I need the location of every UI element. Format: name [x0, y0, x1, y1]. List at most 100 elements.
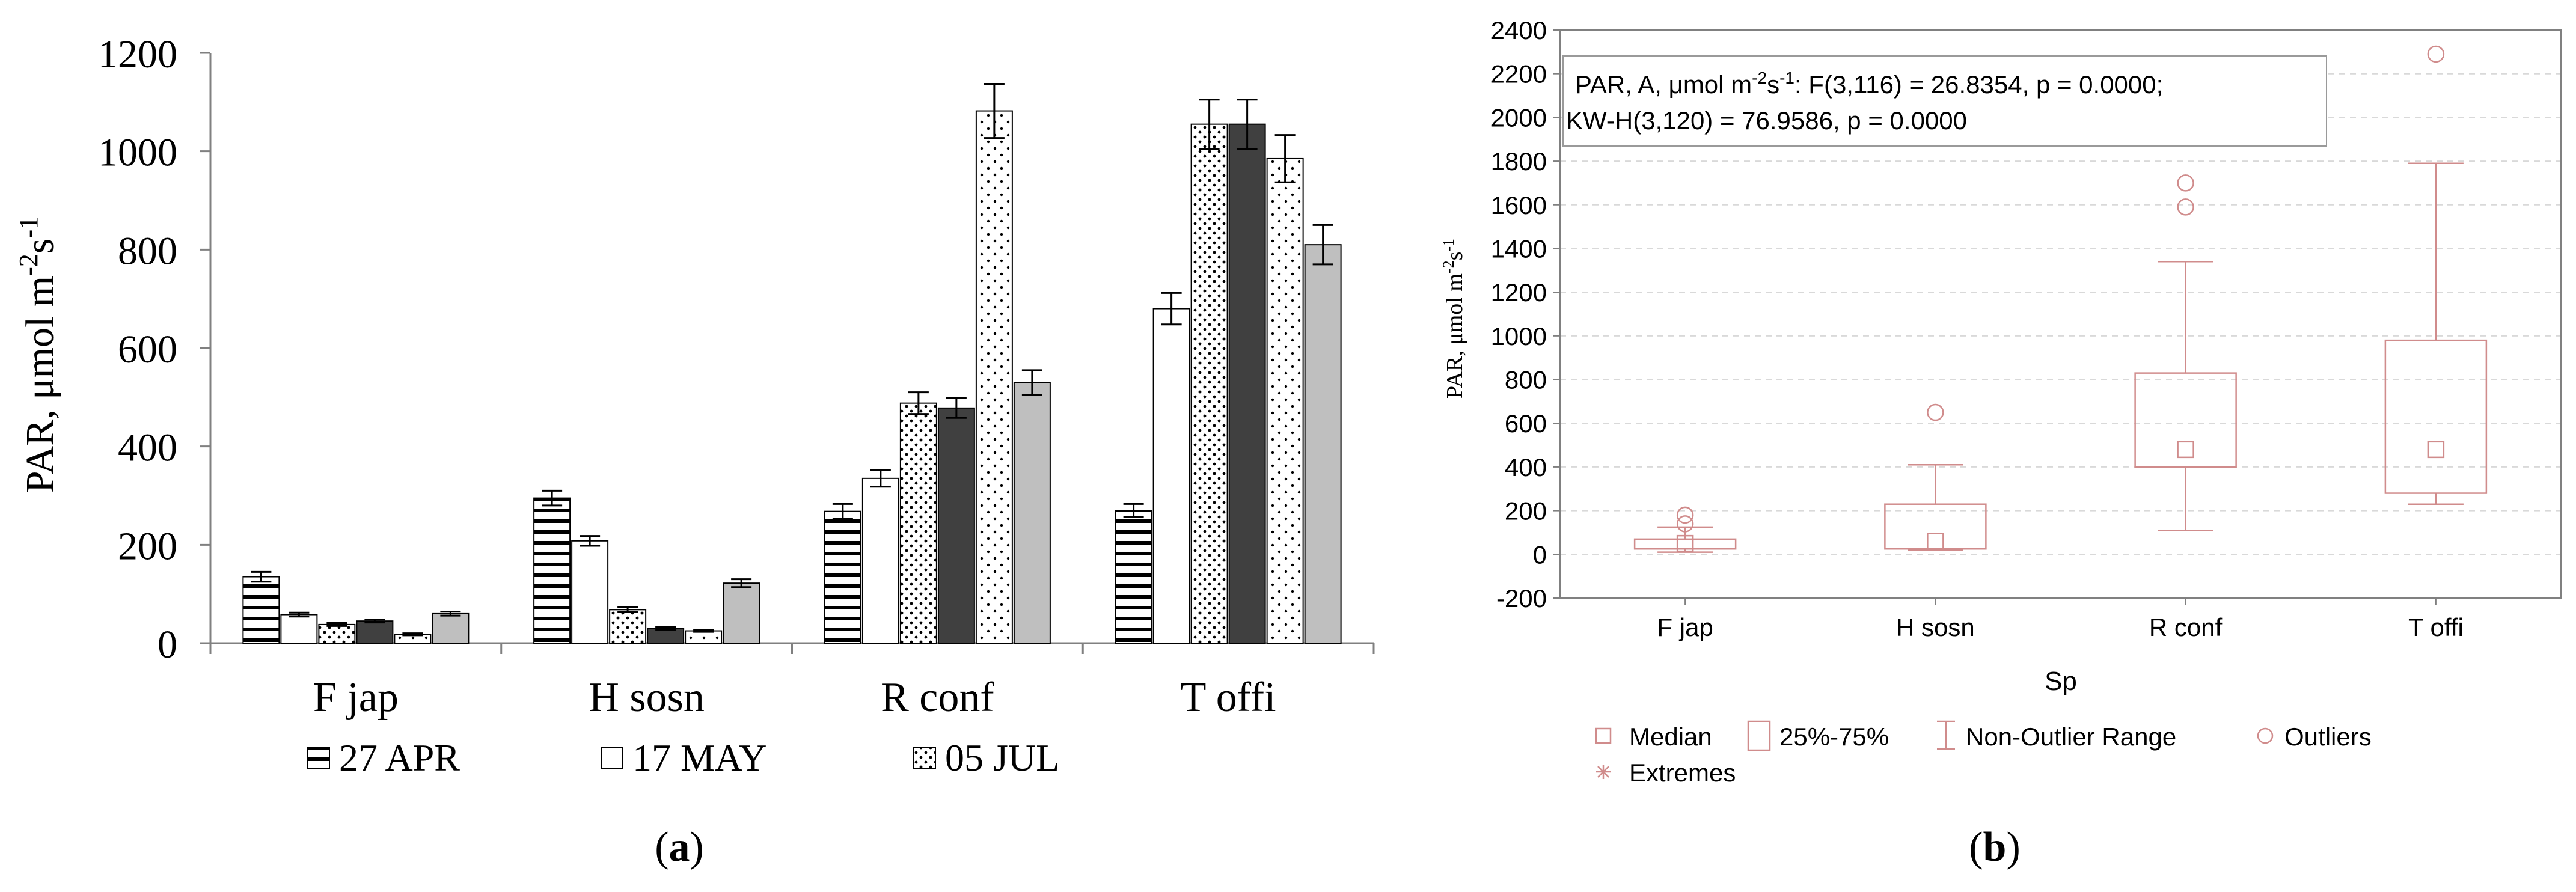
a-legend: 27 APR 17 MAY 05 JUL [307, 736, 1059, 779]
b-ylabel-mid: s [1442, 252, 1467, 261]
b-y-tick-label: 1600 [1491, 191, 1547, 219]
b-y-axis-ticks: -200 0 200 400 600 800 1000 1200 1400 1600 1800 200… [1491, 16, 2437, 612]
b-outlier-point [2177, 198, 2194, 216]
a-bar [242, 576, 280, 644]
b-y-tick-label: 2000 [1491, 103, 1547, 132]
b-y-axis-label: PAR, μmol m-2s-1 [1440, 239, 1467, 399]
a-bar [975, 110, 1013, 644]
a-bar [432, 612, 470, 644]
b-y-tick-label: -200 [1496, 584, 1547, 612]
b-title-box [1562, 55, 2327, 147]
b-x-tick-label: T offi [2408, 613, 2464, 641]
b-legend-box-icon [1747, 720, 1771, 751]
a-ylabel-sup1: -2 [14, 254, 43, 276]
a-legend-label: 05 JUL [945, 736, 1059, 779]
b-ylabel-sup1: -2 [1440, 260, 1457, 273]
b-outlier-point [1927, 403, 1944, 421]
b-title-stats: : F(3,116) = 26.8354, p = 0.0000; [1794, 70, 2163, 99]
a-x-tick-labels: F jap H sosn R conf T offi [313, 674, 1276, 721]
a-ylabel-main: PAR, μmol m [18, 276, 62, 493]
a-bar [533, 497, 571, 644]
b-ylabel-sup2: -1 [1440, 239, 1457, 252]
a-bar [609, 609, 647, 644]
b-x-tick-label: F jap [1657, 613, 1713, 641]
a-y-tick-label: 400 [118, 426, 177, 470]
b-title-line1: PAR, A, μmol m-2s-1: F(3,116) = 26.8354,… [1575, 69, 2163, 99]
a-legend-label: 27 APR [339, 736, 460, 779]
b-legend-label: Extremes [1629, 759, 1736, 787]
b-y-tick-label: 1200 [1491, 278, 1547, 307]
a-bar [571, 540, 609, 644]
b-panel-label: (b) [1969, 824, 2021, 870]
a-bar [824, 510, 861, 644]
a-bars [242, 83, 1342, 644]
b-y-tick-label: 0 [1533, 540, 1547, 569]
b-x-axis-label: Sp [2045, 667, 2077, 696]
b-outlier-point [1676, 515, 1694, 533]
a-bar [356, 620, 394, 644]
a-y-axis-ticks: 0 200 400 600 800 1000 1200 [98, 32, 1375, 667]
a-y-axis-label: PAR, μmol m-2s-1 [14, 216, 62, 493]
b-box-iqr [2134, 372, 2237, 468]
a-bar [1304, 244, 1342, 644]
b-y-tick-label: 400 [1505, 453, 1547, 481]
b-title-sup1: -2 [1752, 69, 1767, 87]
b-plot-frame [1559, 29, 2562, 599]
b-median-marker [2177, 441, 2194, 459]
b-box-iqr [1633, 538, 1737, 550]
b-box-iqr [2384, 339, 2488, 494]
b-gridlines [1560, 73, 2561, 555]
a-y-tick-label: 800 [118, 229, 177, 273]
a-bar [280, 614, 318, 644]
a-bar [899, 402, 937, 644]
a-bar [1266, 157, 1304, 644]
a-x-tick-label: H sosn [589, 674, 705, 721]
b-y-tick-label: 1000 [1491, 322, 1547, 350]
b-x-tick-label: R conf [2149, 613, 2223, 641]
a-legend-swatch [913, 747, 936, 769]
a-bar [1013, 382, 1051, 644]
b-median-marker [1927, 533, 1944, 550]
a-ylabel-sup2: -1 [14, 216, 43, 239]
a-legend-swatch [307, 747, 330, 769]
a-bar [1228, 123, 1266, 644]
b-legend-outlier-icon [2257, 727, 2274, 744]
b-boxes [1633, 45, 2488, 553]
a-y-tick-label: 0 [158, 623, 177, 667]
b-y-tick-label: 800 [1505, 366, 1547, 394]
b-x-tick-labels: F jap H sosn R conf T offi [1657, 613, 2463, 641]
a-bar [861, 477, 899, 644]
a-ylabel-mid: s [18, 239, 62, 254]
a-x-tick-label: F jap [313, 674, 399, 721]
b-legend-median-icon [1595, 727, 1612, 744]
a-y-tick-label: 1000 [98, 131, 177, 175]
b-outlier-point [1676, 506, 1694, 524]
b-outlier-point [2177, 174, 2194, 192]
b-y-tick-label: 600 [1505, 409, 1547, 438]
a-y-tick-label: 200 [118, 524, 177, 568]
b-panel-letter: b [1983, 824, 2007, 870]
b-x-tick-label: H sosn [1896, 613, 1975, 641]
b-y-tick-label: 1400 [1491, 234, 1547, 263]
b-title-mid: s [1767, 70, 1779, 99]
a-y-tick-label: 1200 [98, 32, 177, 76]
panel-a-bar-chart: 0 200 400 600 800 1000 1200 F jap H sosn R conf T… [14, 32, 1375, 870]
a-legend-label: 17 MAY [632, 736, 766, 779]
a-panel-label: (a) [655, 824, 704, 870]
a-x-tick-label: R conf [881, 674, 994, 721]
a-legend-swatch [601, 747, 623, 769]
b-median-marker [1676, 534, 1694, 552]
b-outlier-point [2427, 45, 2445, 63]
b-title-sup2: -1 [1779, 69, 1794, 87]
b-median-marker [2427, 441, 2445, 459]
b-ylabel-main: PAR, μmol m [1442, 273, 1467, 399]
b-legend-extreme-icon [1597, 766, 1609, 778]
a-bar [723, 582, 760, 644]
a-bar [1152, 308, 1190, 644]
b-y-tick-label: 2400 [1491, 16, 1547, 44]
b-y-tick-label: 1800 [1491, 147, 1547, 176]
a-panel-letter: a [669, 824, 690, 870]
b-legend-label: Outliers [2284, 722, 2372, 751]
b-title-line2: KW-H(3,120) = 76.9586, p = 0.0000 [1566, 106, 1967, 135]
